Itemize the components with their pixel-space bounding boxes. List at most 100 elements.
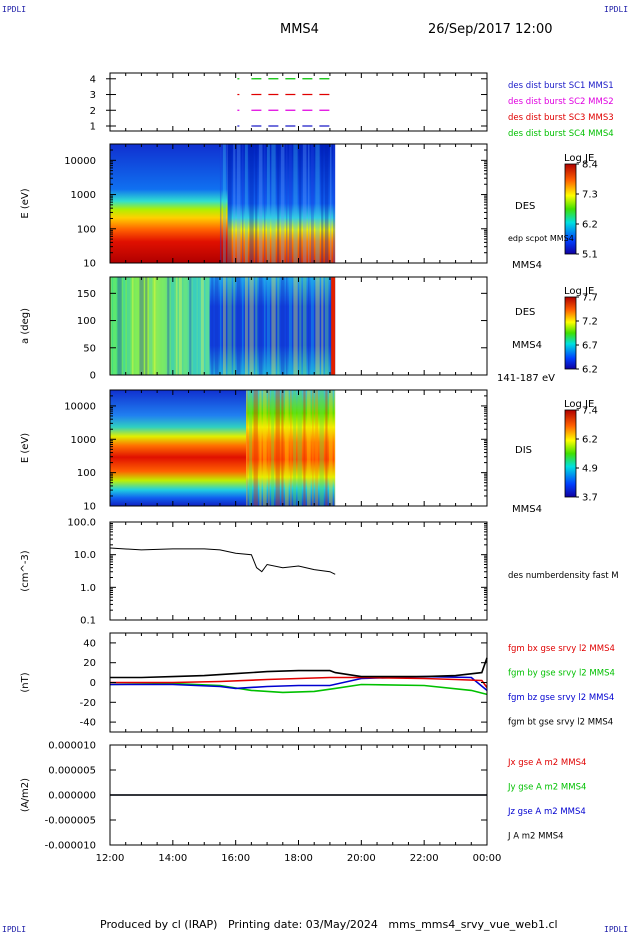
y-axis-label: (cm^-3) — [20, 550, 31, 591]
y-tick-label: 0.000000 — [48, 791, 96, 802]
dis-energy-stripe — [325, 390, 328, 506]
des-pitch-stripe — [214, 277, 219, 375]
y-tick-label: 0 — [90, 371, 96, 382]
legend-density: des numberdensity fast M — [508, 571, 619, 581]
legend-burst: des dist burst SC2 MMS2 — [508, 97, 614, 107]
des-energy-stripe — [277, 144, 280, 263]
legend-current: Jy gse A m2 MMS4 — [507, 783, 586, 793]
des-pitch-stripe — [286, 277, 288, 375]
des-pitch-stripe — [227, 277, 232, 375]
colorbar-tick-label: 6.2 — [582, 435, 598, 446]
des-energy-stripe — [280, 144, 285, 263]
legend-burst: des dist burst SC3 MMS3 — [508, 113, 614, 123]
dis-energy-stripe — [249, 390, 253, 506]
des-energy-stripe — [324, 144, 329, 263]
x-tick-label: 16:00 — [221, 853, 250, 864]
des-pitch-stripe — [161, 277, 166, 375]
des-energy-spectrogram — [110, 144, 228, 263]
y-tick-label: 10 — [83, 502, 96, 513]
dis-energy-stripe — [246, 390, 248, 506]
des-energy-stripe — [241, 144, 244, 263]
des-pitch-stripe — [117, 277, 122, 375]
des-pitch-stripe — [179, 277, 182, 375]
y-axis-label: (A/m2) — [20, 778, 31, 812]
des-pitch-stripe — [324, 277, 329, 375]
des-pitch-stripe — [183, 277, 188, 375]
des-energy-stripe — [307, 144, 310, 263]
plot-date: 26/Sep/2017 12:00 — [428, 22, 553, 37]
des-energy-stripe — [271, 144, 276, 263]
y-tick-label: 3 — [90, 90, 96, 101]
des-pitch-stripe — [308, 277, 310, 375]
des-energy-stripe — [299, 144, 302, 263]
y-tick-label: 100 — [77, 316, 96, 327]
y-tick-label: -40 — [80, 718, 96, 729]
des-energy-stripe — [293, 144, 298, 263]
des-pitch-stripe — [242, 277, 244, 375]
des-energy-stripe — [219, 144, 222, 263]
x-tick-label: 12:00 — [96, 853, 125, 864]
des-pitch-stripe — [277, 277, 280, 375]
des-energy-stripe — [288, 144, 292, 263]
des-pitch-stripe — [110, 277, 112, 375]
panel-label: DES — [515, 307, 535, 318]
des-pitch-stripe — [113, 277, 116, 375]
colorbar-tick-label: 4.9 — [582, 464, 598, 475]
corner-label-bottom-right: IPDLI — [604, 925, 629, 934]
des-pitch-stripe — [145, 277, 148, 375]
des-pitch-spectrogram-late — [209, 277, 336, 375]
density-panel-frame — [109, 521, 488, 621]
y-axis-label: (nT) — [20, 672, 31, 692]
fgm-line — [109, 682, 488, 696]
y-axis-label: E (eV) — [20, 188, 31, 218]
panel-label: DIS — [515, 445, 532, 456]
dis-energy-stripe — [307, 390, 311, 506]
y-tick-label: 1 — [90, 122, 96, 133]
des-pitch-stripe — [148, 277, 153, 375]
des-pitch-stripe — [220, 277, 222, 375]
des-energy-stripe — [332, 144, 336, 263]
colorbar-tick-label: 7.4 — [582, 406, 598, 417]
y-tick-label: 10000 — [64, 156, 96, 167]
legend-fgm: fgm bx gse srvy l2 MMS4 — [508, 644, 615, 654]
burst-panel-frame — [109, 72, 488, 132]
y-tick-label: 0.000010 — [48, 741, 96, 752]
dis-energy-stripe — [312, 390, 314, 506]
panel-label: edp scpot MMS4 — [508, 234, 574, 243]
fgm-line — [110, 676, 488, 688]
panel-label: MMS4 — [512, 260, 542, 271]
des-pitch-stripe — [189, 277, 192, 375]
colorbar-tick-label: 7.3 — [582, 190, 598, 201]
mission-title: MMS4 — [280, 22, 319, 37]
colorbar-title: Log JE — [564, 153, 594, 164]
des-pitch-stripe — [157, 277, 160, 375]
legend-burst: des dist burst SC4 MMS4 — [508, 129, 614, 139]
des-energy-stripe — [310, 144, 314, 263]
y-tick-label: 4 — [90, 74, 96, 85]
dis-energy-stripe — [334, 390, 336, 506]
y-axis-label: E (eV) — [20, 433, 31, 463]
y-tick-label: 10.0 — [74, 550, 96, 561]
colorbar-tick-label: 5.1 — [582, 250, 598, 261]
des-energy-stripe — [236, 144, 241, 263]
des-energy-stripe — [266, 144, 270, 263]
y-tick-label: 0 — [90, 678, 96, 689]
y-tick-label: 100 — [77, 224, 96, 235]
des-pitch-stripe — [315, 277, 320, 375]
dis-energy-stripe — [293, 390, 297, 506]
legend-fgm: fgm bz gse srvy l2 MMS4 — [508, 693, 614, 703]
des-pitch-stripe — [223, 277, 226, 375]
des-pitch-stripe — [170, 277, 175, 375]
x-tick-label: 20:00 — [347, 853, 376, 864]
colorbar — [564, 409, 577, 498]
y-tick-label: 1000 — [71, 435, 96, 446]
colorbar — [564, 296, 577, 370]
stacked-plot-area: 4 3 2 1 des dist burst SC1 MMS1 des dist burs… — [20, 72, 619, 864]
y-tick-label: 1.0 — [80, 583, 96, 594]
y-tick-label: 10000 — [64, 401, 96, 412]
dis-energy-stripe — [268, 390, 270, 506]
des-pitch-stripe — [280, 277, 285, 375]
des-energy-spectrogram-late — [227, 144, 336, 263]
des-pitch-stripe — [293, 277, 298, 375]
des-pitch-stripe — [330, 277, 332, 375]
